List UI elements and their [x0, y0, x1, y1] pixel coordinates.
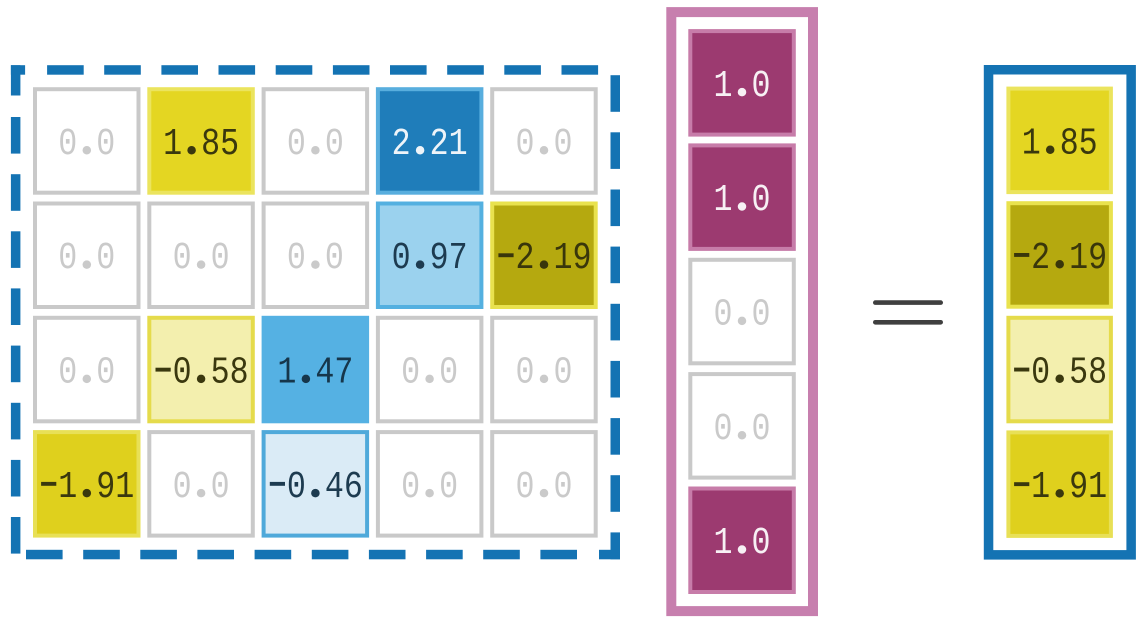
svg-text:0 0: 0 0: [287, 123, 344, 166]
svg-text:1 0: 1 0: [714, 65, 771, 108]
svg-text:0 97: 0 97: [392, 237, 468, 280]
svg-text:1 0: 1 0: [714, 522, 771, 565]
svg-text:0 0: 0 0: [714, 294, 771, 337]
svg-text:0 0: 0 0: [516, 466, 573, 509]
svg-text:0 0: 0 0: [516, 123, 573, 166]
svg-text:1 0: 1 0: [714, 179, 771, 222]
svg-text:0 0: 0 0: [401, 466, 458, 509]
svg-text:2 19: 2 19: [1012, 237, 1107, 280]
svg-text:1 47: 1 47: [277, 352, 353, 395]
svg-text:0 0: 0 0: [173, 237, 230, 280]
svg-text:0 0: 0 0: [287, 237, 344, 280]
svg-text:0 46: 0 46: [268, 466, 363, 509]
svg-text:1 91: 1 91: [39, 466, 134, 509]
svg-text:0 58: 0 58: [1012, 352, 1107, 395]
svg-text:0 0: 0 0: [516, 352, 573, 395]
svg-text:2 19: 2 19: [497, 237, 592, 280]
svg-text:1 91: 1 91: [1012, 466, 1107, 509]
svg-text:0 0: 0 0: [714, 408, 771, 451]
svg-text:0 58: 0 58: [154, 352, 249, 395]
svg-text:2 21: 2 21: [392, 123, 468, 166]
svg-text:0 0: 0 0: [58, 352, 115, 395]
svg-text:0 0: 0 0: [173, 466, 230, 509]
svg-text:0 0: 0 0: [401, 352, 458, 395]
svg-text:1 85: 1 85: [163, 123, 239, 166]
svg-text:1 85: 1 85: [1022, 122, 1098, 165]
svg-text:0 0: 0 0: [58, 237, 115, 280]
svg-text:0 0: 0 0: [58, 123, 115, 166]
